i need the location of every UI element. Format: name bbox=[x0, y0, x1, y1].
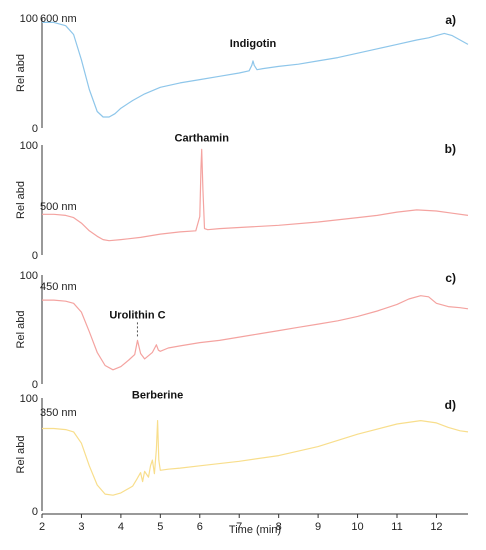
y-tick-label: 100 bbox=[20, 393, 38, 405]
series-line-4 bbox=[42, 420, 469, 496]
wavelength-label: 450 nm bbox=[40, 281, 77, 293]
y-axis-title: Rel abd bbox=[15, 436, 27, 474]
series-line-1 bbox=[42, 21, 469, 118]
wavelength-label: 500 nm bbox=[40, 201, 77, 213]
series-line-3 bbox=[42, 295, 469, 371]
peak-annotation: Berberine bbox=[132, 390, 183, 402]
y-tick-label: 0 bbox=[32, 506, 38, 518]
y-axis-title: Rel abd bbox=[15, 311, 27, 349]
y-tick-label: 100 bbox=[20, 140, 38, 152]
series-line-2 bbox=[42, 148, 469, 242]
panel-4: 0 100 Rel abd 350 nm d) Berberine bbox=[15, 390, 469, 518]
y-axis-title: Rel abd bbox=[15, 54, 27, 92]
y-tick-label: 0 bbox=[32, 250, 38, 262]
x-tick-label: 5 bbox=[157, 521, 163, 533]
y-axis-title: Rel abd bbox=[15, 181, 27, 219]
wavelength-label: 600 nm bbox=[40, 13, 77, 25]
x-tick-label: 11 bbox=[391, 521, 402, 533]
panel-label: b) bbox=[445, 142, 456, 156]
x-tick-label: 12 bbox=[430, 521, 442, 533]
peak-annotation: Indigotin bbox=[230, 38, 277, 50]
x-tick-label: 2 bbox=[39, 521, 45, 533]
panel-label: a) bbox=[445, 13, 456, 27]
panel-3: 0 100 Rel abd 450 nm c) Urolithin C bbox=[15, 270, 469, 391]
x-tick-label: 8 bbox=[276, 521, 282, 533]
x-tick-label: 6 bbox=[197, 521, 203, 533]
panel-1: 0 100 Rel abd 600 nm a) Indigotin bbox=[15, 13, 469, 135]
wavelength-label: 350 nm bbox=[40, 407, 77, 419]
peak-annotation: Carthamin bbox=[175, 132, 230, 144]
x-tick-label: 7 bbox=[236, 521, 242, 533]
x-axis-title: Time (min) bbox=[229, 524, 281, 536]
y-tick-label: 100 bbox=[20, 13, 38, 25]
x-tick-label: 3 bbox=[78, 521, 84, 533]
x-tick-label: 10 bbox=[351, 521, 363, 533]
peak-annotation: Urolithin C bbox=[109, 309, 165, 321]
x-tick-label: 9 bbox=[315, 521, 321, 533]
x-axis: 2 3 4 5 6 7 8 9 10 11 12 bbox=[39, 513, 468, 533]
panel-label: d) bbox=[445, 398, 456, 412]
panels-layer: 0 100 Rel abd 600 nm a) Indigotin 0 100 Rel abd 5… bbox=[15, 13, 469, 518]
panel-label: c) bbox=[445, 271, 456, 285]
panel-2: 0 100 Rel abd 500 nm b) Carthamin bbox=[15, 132, 469, 262]
x-tick-label: 4 bbox=[118, 521, 124, 533]
y-tick-label: 0 bbox=[32, 379, 38, 391]
y-tick-label: 100 bbox=[20, 270, 38, 282]
y-tick-label: 0 bbox=[32, 123, 38, 135]
